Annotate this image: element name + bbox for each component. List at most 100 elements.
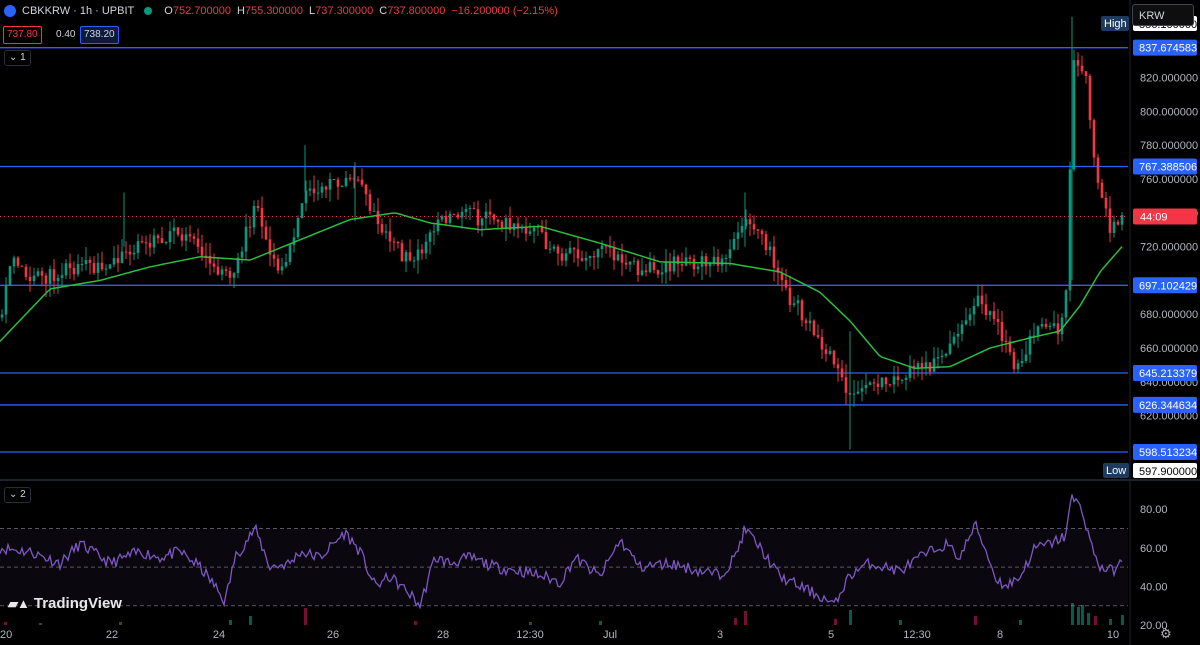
candle-body [164, 242, 168, 244]
settings-icon[interactable]: ⚙ [1160, 626, 1172, 641]
candle-body [0, 314, 4, 318]
candle-body [152, 235, 156, 248]
candle-body [264, 226, 268, 240]
candle-body [980, 295, 984, 305]
candle-body [208, 256, 212, 264]
volume-bar [599, 621, 602, 625]
candle-body [936, 357, 940, 359]
candle-body [1052, 323, 1056, 327]
rsi-pane-index: 2 [20, 489, 26, 500]
candle-body [620, 254, 624, 263]
tradingview-logo[interactable]: ▰▲ TradingView [8, 595, 122, 612]
candle-body [340, 185, 344, 187]
candle-body [128, 251, 132, 255]
candle-body [524, 227, 528, 234]
candle-body [488, 211, 492, 215]
candle-body [64, 263, 68, 276]
bid-price[interactable]: 737.80 [3, 26, 42, 44]
candle-body [1000, 321, 1004, 341]
level-price-tag [1133, 396, 1197, 413]
candle-body [812, 320, 816, 336]
rsi-pane [0, 494, 1128, 610]
candle-body [504, 218, 508, 228]
rsi-pane-collapse-button[interactable]: ⌄ 2 [4, 487, 31, 503]
candle-body [996, 319, 1000, 322]
candle-body [828, 350, 832, 354]
candle-body [684, 257, 688, 266]
candle-body [484, 211, 488, 219]
x-tick-label: 12:30 [516, 629, 544, 641]
candle-body [608, 246, 612, 248]
candle-body [732, 238, 736, 250]
candle-body [800, 300, 804, 321]
candle-body [296, 218, 300, 238]
candle-body [672, 256, 676, 272]
y-tick-label: 820.000000 [1140, 73, 1198, 85]
candle-body [176, 227, 180, 235]
volume-bar [249, 616, 252, 625]
candle-body [236, 257, 240, 274]
candle-body [232, 273, 236, 278]
candle-body [592, 256, 596, 258]
y-tick-label: 760.000000 [1140, 174, 1198, 186]
candle-body [640, 270, 644, 276]
candle-body [804, 320, 808, 324]
candle-body [372, 210, 376, 212]
volume-bar [304, 608, 307, 625]
volume-bar [1087, 613, 1090, 625]
candle-body [308, 188, 312, 191]
candle-body [656, 270, 660, 275]
candle-body [832, 350, 836, 365]
x-tick-label: 10 [1107, 629, 1119, 641]
candle-body [276, 258, 280, 271]
candle-body [228, 270, 232, 278]
candle-body [220, 269, 224, 275]
candle-body [396, 242, 400, 244]
candle-body [124, 251, 128, 253]
volume-bar [4, 622, 7, 625]
x-tick-label: 24 [213, 629, 225, 641]
symbol-title[interactable]: CBKKRW · 1h · UPBIT [22, 5, 135, 17]
candle-body [436, 219, 440, 232]
candle-body [652, 262, 656, 271]
candle-body [696, 266, 700, 270]
candle-body [112, 258, 116, 265]
candle-body [864, 384, 868, 389]
candle-body [636, 260, 640, 276]
candle-body [972, 306, 976, 315]
candle-body [940, 355, 944, 358]
candle-body [796, 300, 800, 304]
candle-body [764, 234, 768, 250]
last-price-tag [1133, 208, 1197, 225]
candle-body [756, 229, 760, 231]
candle-body [36, 271, 40, 276]
candle-body [736, 232, 740, 239]
candle-body [1056, 323, 1060, 335]
volume-bars [4, 603, 1124, 625]
candle-body [692, 258, 696, 270]
volume-bar [414, 621, 417, 625]
ask-price[interactable]: 738.20 [80, 26, 119, 44]
candle-body [68, 263, 72, 269]
candle-body [200, 246, 204, 256]
candle-body [880, 377, 884, 387]
candle-body [468, 207, 472, 209]
candle-body [852, 393, 856, 395]
candle-body [808, 320, 812, 324]
currency-selector[interactable]: KRW [1132, 4, 1194, 26]
candle-body [716, 256, 720, 266]
candle-body [404, 252, 408, 262]
candle-body [380, 224, 384, 233]
candle-body [284, 261, 288, 267]
main-pane-collapse-button[interactable]: ⌄ 1 [4, 50, 31, 66]
candle-body [252, 205, 256, 228]
candle-body [1088, 75, 1092, 121]
level-price-tag [1133, 39, 1197, 56]
candle-body [348, 177, 352, 179]
candle-body [704, 256, 708, 267]
candle-body [1064, 290, 1068, 318]
candle-body [740, 225, 744, 233]
candle-body [196, 238, 200, 247]
volume-bar [1121, 615, 1124, 625]
